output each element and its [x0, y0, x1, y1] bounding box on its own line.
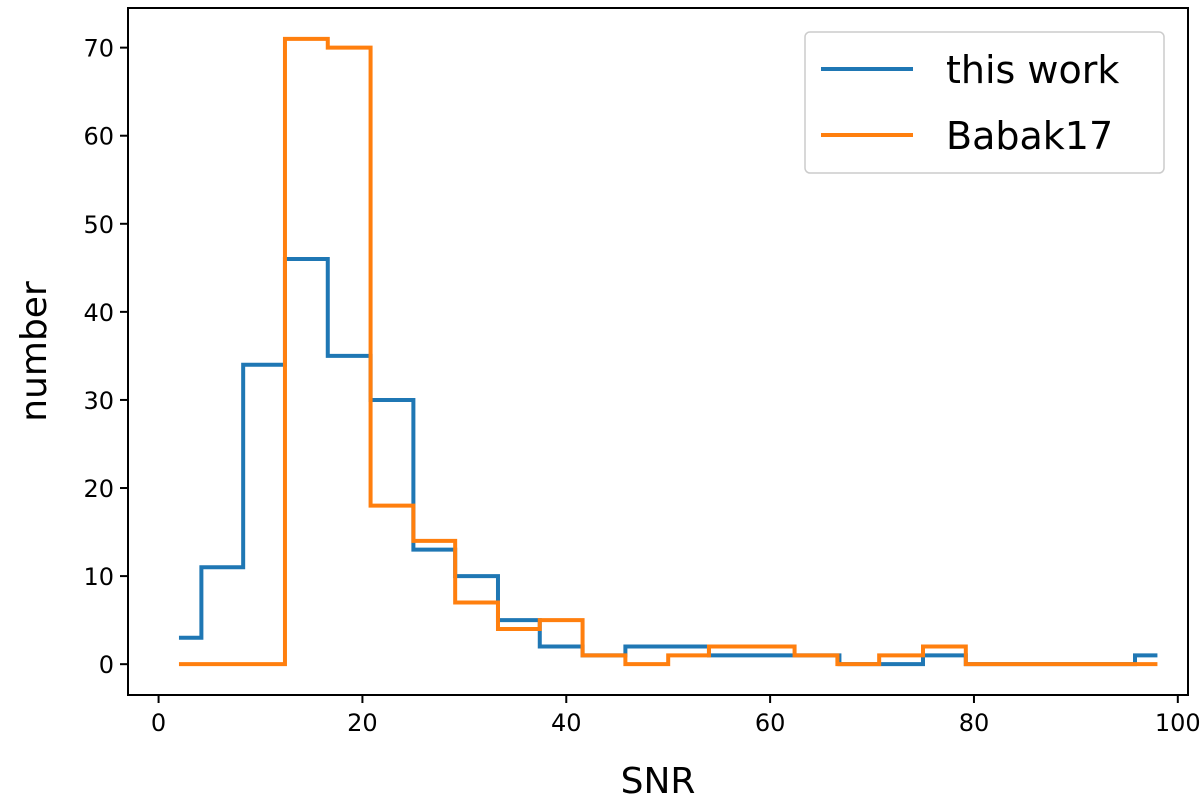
x-tick-label: 100 — [1155, 709, 1200, 737]
y-tick-label: 20 — [83, 475, 114, 503]
y-tick-label: 50 — [83, 211, 114, 239]
y-tick-label: 10 — [83, 563, 114, 591]
legend-label-babak17: Babak17 — [946, 114, 1113, 158]
y-tick-label: 40 — [83, 299, 114, 327]
legend: this work Babak17 — [804, 31, 1165, 174]
y-axis-title: number — [14, 281, 55, 422]
plot-frame — [127, 7, 1189, 696]
y-axis: 0 10 20 30 40 50 60 70 — [83, 35, 128, 679]
y-tick-label: 30 — [83, 387, 114, 415]
y-tick-label: 0 — [99, 651, 114, 679]
y-tick-label: 60 — [83, 123, 114, 151]
x-axis: 0 20 40 60 80 100 — [151, 695, 1200, 737]
series-layer — [178, 36, 1158, 667]
x-axis-title: SNR — [621, 761, 696, 801]
y-tick-label: 70 — [83, 35, 114, 63]
x-tick-label: 80 — [959, 709, 990, 737]
x-tick-label: 0 — [151, 709, 166, 737]
x-tick-label: 40 — [551, 709, 582, 737]
series-line-babak17 — [178, 36, 1158, 667]
legend-label-this-work: this work — [946, 48, 1119, 92]
series-line-this-work — [178, 257, 1158, 667]
x-tick-label: 20 — [347, 709, 378, 737]
x-tick-label: 60 — [755, 709, 786, 737]
